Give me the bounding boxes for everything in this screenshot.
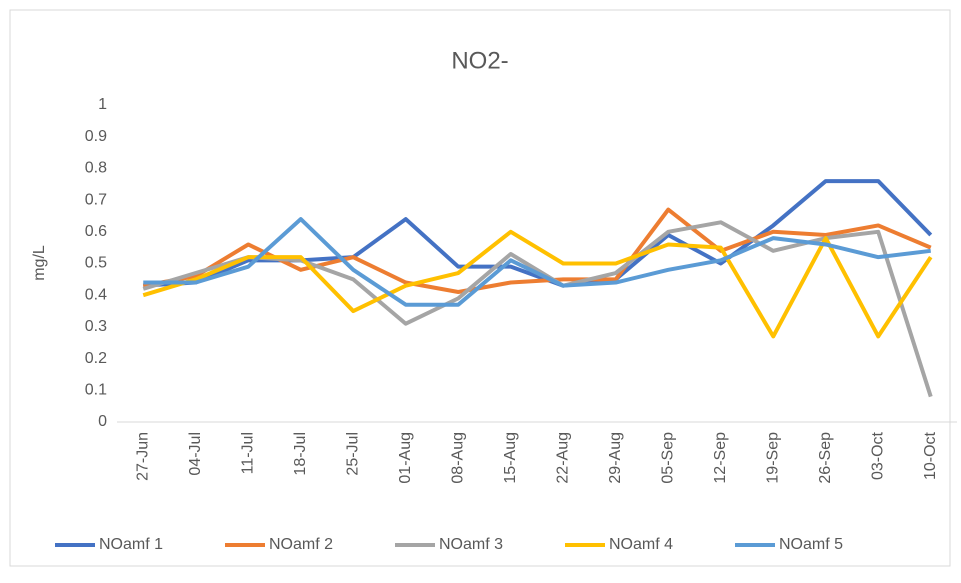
x-tick-label: 12-Sep (712, 432, 729, 484)
y-tick-label: 0.2 (85, 350, 107, 367)
y-tick-label: 0.4 (85, 286, 107, 303)
x-tick-label: 15-Aug (502, 432, 519, 484)
x-tick-label: 10-Oct (922, 431, 939, 480)
x-tick-label: 19-Sep (764, 432, 781, 484)
y-tick-label: 0.6 (85, 223, 107, 240)
x-tick-label: 26-Sep (817, 432, 834, 484)
x-tick-label: 29-Aug (607, 432, 624, 484)
y-tick-label: 0.1 (85, 382, 107, 399)
y-tick-label: 0.3 (85, 318, 107, 335)
x-tick-label: 27-Jun (134, 432, 151, 481)
legend-label: NOamf 2 (269, 536, 333, 553)
legend-label: NOamf 3 (439, 536, 503, 553)
y-tick-label: 0.8 (85, 160, 107, 177)
y-tick-label: 0.7 (85, 191, 107, 208)
x-tick-label: 11-Jul (239, 432, 256, 474)
y-tick-label: 1 (98, 96, 107, 113)
x-tick-label: 25-Jul (344, 432, 361, 476)
x-tick-label: 01-Aug (397, 432, 414, 484)
chart-title: NO2- (451, 47, 508, 74)
x-tick-label: 08-Aug (449, 432, 466, 484)
y-tick-label: 0.5 (85, 255, 107, 272)
x-tick-label: 05-Sep (659, 432, 676, 484)
y-tick-label: 0 (98, 413, 107, 430)
x-tick-label: 03-Oct (869, 431, 886, 480)
legend-label: NOamf 1 (99, 536, 163, 553)
series-line (143, 217, 931, 307)
series-line (142, 229, 933, 339)
y-axis-label: mg/L (31, 245, 48, 281)
x-tick-label: 18-Jul (292, 432, 309, 476)
legend-label: NOamf 4 (609, 536, 673, 553)
x-tick-label: 22-Aug (554, 432, 571, 484)
x-tick-label: 04-Jul (187, 432, 204, 476)
y-tick-label: 0.9 (85, 128, 107, 145)
legend-label: NOamf 5 (779, 536, 843, 553)
